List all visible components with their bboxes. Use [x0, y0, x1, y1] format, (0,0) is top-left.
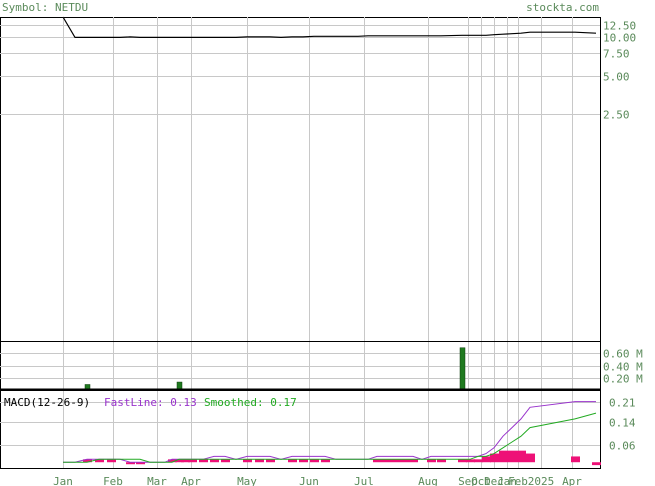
- macd-histogram-bar: [188, 459, 197, 463]
- macd-histogram-bar: [382, 459, 391, 463]
- macd-histogram-bar: [266, 459, 275, 463]
- x-tick-label: Oct: [471, 475, 491, 486]
- macd-histogram-bar: [243, 459, 252, 463]
- volume-bar: [459, 347, 466, 391]
- macd-histogram-bar: [409, 459, 418, 463]
- price-frame: [0, 17, 601, 342]
- macd-histogram-bar: [321, 459, 330, 463]
- price-tick-label: 5.00: [603, 71, 630, 84]
- x-tick-label: Dec: [484, 475, 504, 486]
- macd-histogram-bar: [107, 459, 116, 463]
- macd-histogram-bar: [210, 459, 219, 463]
- macd-histogram-bar: [83, 459, 92, 463]
- macd-panel: 0.21 0.14 0.06: [0, 390, 636, 469]
- x-tick-label: 2025: [528, 475, 555, 486]
- macd-histogram-bar: [126, 462, 135, 465]
- volume-tick-label: 0.60 M: [603, 348, 643, 361]
- x-tick-label: Feb: [103, 475, 123, 486]
- macd-histogram-bar: [427, 459, 436, 463]
- macd-histogram-bar: [391, 459, 400, 463]
- x-tick-label: Sep: [458, 475, 478, 486]
- x-tick-label: May: [237, 475, 257, 486]
- volume-panel: 0.60 M0.40 M0.20 M: [0, 341, 643, 391]
- x-tick-label: Jun: [299, 475, 319, 486]
- macd-histogram-bar: [299, 459, 308, 463]
- x-tick-label: Jan: [497, 475, 517, 486]
- macd-smoothed-label: Smoothed: 0.17: [204, 396, 297, 409]
- macd-histogram-bar: [373, 459, 382, 463]
- price-line: [62, 16, 597, 39]
- macd-histogram-bar: [310, 459, 319, 463]
- macd-smoothed-line: [63, 412, 597, 463]
- macd-histogram-bar: [508, 450, 517, 463]
- macd-histogram-bar: [526, 453, 535, 463]
- symbol-label: Symbol: NETDU: [2, 1, 88, 14]
- price-tick-label: 10.00: [603, 32, 636, 45]
- macd-histogram-bar: [136, 462, 145, 465]
- x-tick-label: Apr: [181, 475, 201, 486]
- macd-histogram-bar: [199, 459, 208, 463]
- x-tick-label: Apr: [562, 475, 582, 486]
- macd-fastline-label: FastLine: 0.13: [104, 396, 197, 409]
- macd-tick-label: 0.06: [609, 440, 636, 453]
- macd-histogram-bar: [517, 450, 526, 463]
- macd-tick-label: 0.14: [609, 417, 636, 430]
- x-tick-label: Feb: [508, 475, 528, 486]
- macd-histogram-bar: [437, 459, 446, 463]
- macd-histogram-bar: [592, 462, 601, 466]
- site-label: stockta.com: [526, 1, 599, 14]
- x-tick-label: Jul: [354, 475, 374, 486]
- macd-tick-label: 0.21: [609, 397, 636, 410]
- macd-histogram-bar: [221, 459, 230, 463]
- macd-histogram-bar: [288, 459, 297, 463]
- macd-histogram-bar: [466, 459, 475, 463]
- macd-title: MACD(12-26-9): [4, 396, 90, 409]
- macd-histogram-bar: [571, 456, 580, 463]
- x-tick-label: Mar: [147, 475, 167, 486]
- macd-histogram-bar: [175, 459, 184, 463]
- macd-histogram-bar: [490, 453, 499, 463]
- x-tick-label: Jan: [53, 475, 73, 486]
- macd-histogram-bar: [499, 450, 508, 463]
- volume-tick-label: 0.20 M: [603, 373, 643, 386]
- volume-tick-label: 0.40 M: [603, 361, 643, 374]
- macd-histogram-bar: [400, 459, 409, 463]
- price-tick-label: 2.50: [603, 109, 630, 122]
- price-tick-label: 12.50: [603, 20, 636, 33]
- macd-histogram-bar: [181, 459, 190, 463]
- macd-histogram-bar: [458, 459, 467, 463]
- macd-histogram-bar: [482, 456, 491, 463]
- macd-frame: [0, 390, 601, 469]
- price-tick-label: 7.50: [603, 48, 630, 61]
- macd-histogram-bar: [95, 459, 104, 463]
- macd-histogram-bar: [474, 459, 483, 463]
- macd-histogram-bar: [255, 459, 264, 463]
- x-tick-label: Aug: [418, 475, 438, 486]
- macd-histogram-bar: [168, 459, 177, 463]
